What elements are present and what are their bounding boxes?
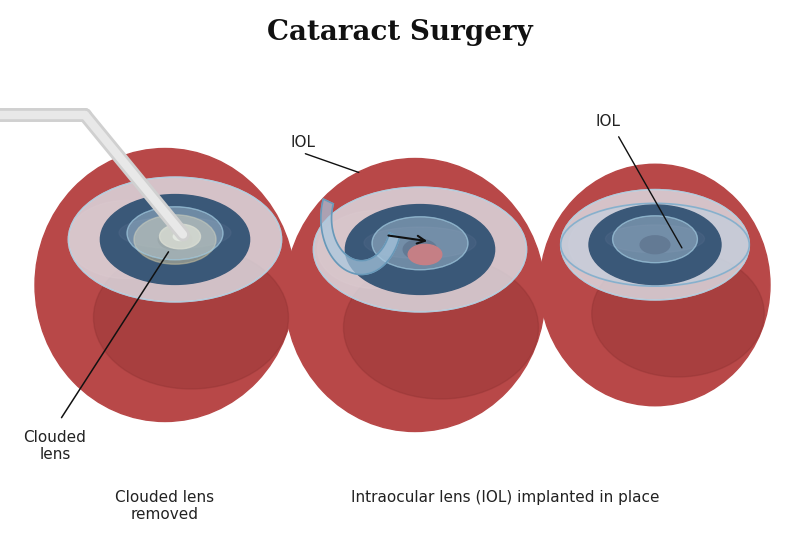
Ellipse shape (159, 224, 201, 249)
Text: IOL: IOL (290, 134, 315, 150)
Ellipse shape (127, 207, 223, 260)
Ellipse shape (318, 211, 434, 288)
Text: Clouded lens
removed: Clouded lens removed (115, 490, 214, 522)
Ellipse shape (613, 216, 698, 263)
Ellipse shape (592, 250, 764, 377)
Text: Cataract Surgery: Cataract Surgery (267, 18, 533, 45)
Ellipse shape (561, 189, 750, 300)
Ellipse shape (403, 239, 437, 260)
Ellipse shape (134, 215, 216, 264)
Ellipse shape (314, 187, 526, 312)
Ellipse shape (569, 210, 672, 279)
Ellipse shape (561, 203, 750, 286)
Ellipse shape (100, 194, 250, 284)
Text: Intraocular lens (IOL) implanted in place: Intraocular lens (IOL) implanted in plac… (350, 490, 659, 505)
Ellipse shape (372, 217, 468, 270)
Ellipse shape (540, 164, 770, 406)
Ellipse shape (346, 204, 494, 295)
Ellipse shape (67, 200, 185, 278)
Ellipse shape (640, 236, 670, 254)
Ellipse shape (606, 225, 705, 253)
Ellipse shape (343, 256, 538, 399)
Ellipse shape (408, 244, 442, 265)
Ellipse shape (94, 246, 289, 389)
Ellipse shape (35, 148, 295, 422)
Text: IOL: IOL (595, 114, 620, 129)
Text: Clouded
lens: Clouded lens (23, 430, 86, 463)
Polygon shape (321, 199, 399, 274)
Ellipse shape (364, 227, 476, 259)
Ellipse shape (119, 217, 231, 249)
Ellipse shape (285, 158, 545, 432)
Ellipse shape (589, 205, 721, 284)
Ellipse shape (174, 232, 186, 241)
Ellipse shape (158, 230, 192, 250)
Ellipse shape (69, 177, 282, 302)
